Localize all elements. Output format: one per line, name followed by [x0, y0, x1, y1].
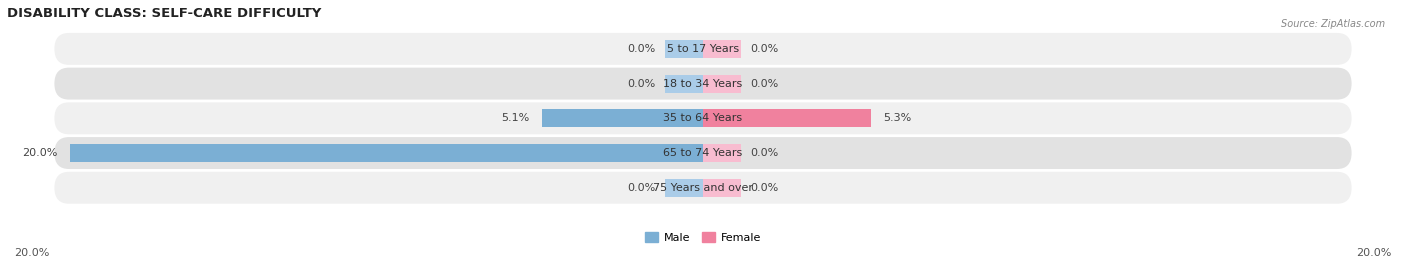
FancyBboxPatch shape	[55, 102, 1351, 134]
Text: 20.0%: 20.0%	[1357, 248, 1392, 258]
FancyBboxPatch shape	[55, 137, 1351, 169]
Bar	[665, 75, 703, 93]
Bar	[703, 144, 741, 162]
Bar	[541, 109, 703, 127]
FancyBboxPatch shape	[55, 33, 1351, 65]
Bar	[70, 144, 703, 162]
Text: 65 to 74 Years: 65 to 74 Years	[664, 148, 742, 158]
Text: 18 to 34 Years: 18 to 34 Years	[664, 79, 742, 89]
Text: 0.0%: 0.0%	[627, 183, 655, 193]
Text: 0.0%: 0.0%	[751, 148, 779, 158]
Legend: Male, Female: Male, Female	[645, 232, 761, 243]
Text: 5.3%: 5.3%	[883, 113, 911, 123]
Bar	[703, 75, 741, 93]
Text: Source: ZipAtlas.com: Source: ZipAtlas.com	[1281, 19, 1385, 29]
Text: 0.0%: 0.0%	[751, 79, 779, 89]
Text: 20.0%: 20.0%	[22, 148, 58, 158]
Text: DISABILITY CLASS: SELF-CARE DIFFICULTY: DISABILITY CLASS: SELF-CARE DIFFICULTY	[7, 7, 322, 20]
Bar	[703, 109, 870, 127]
FancyBboxPatch shape	[55, 68, 1351, 100]
Text: 20.0%: 20.0%	[14, 248, 49, 258]
Text: 5 to 17 Years: 5 to 17 Years	[666, 44, 740, 54]
Bar	[665, 179, 703, 197]
Bar	[703, 179, 741, 197]
Text: 35 to 64 Years: 35 to 64 Years	[664, 113, 742, 123]
Bar	[703, 40, 741, 58]
Text: 0.0%: 0.0%	[627, 79, 655, 89]
Text: 75 Years and over: 75 Years and over	[652, 183, 754, 193]
Text: 0.0%: 0.0%	[751, 44, 779, 54]
Text: 0.0%: 0.0%	[751, 183, 779, 193]
Text: 0.0%: 0.0%	[627, 44, 655, 54]
Text: 5.1%: 5.1%	[501, 113, 529, 123]
FancyBboxPatch shape	[55, 172, 1351, 204]
Bar	[665, 40, 703, 58]
